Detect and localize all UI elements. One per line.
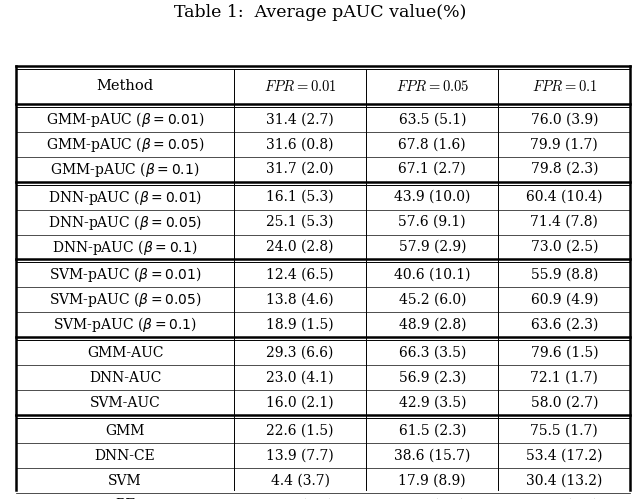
Text: 40.6 (10.1): 40.6 (10.1) bbox=[394, 268, 470, 282]
Text: 79.8 (2.3): 79.8 (2.3) bbox=[531, 162, 598, 176]
Text: 61.5 (2.3): 61.5 (2.3) bbox=[399, 424, 466, 438]
Text: 25.1 (5.3): 25.1 (5.3) bbox=[266, 215, 334, 229]
Text: 67.8 (1.6): 67.8 (1.6) bbox=[399, 137, 466, 151]
Text: 16.1 (5.3): 16.1 (5.3) bbox=[266, 190, 334, 204]
Text: 29.3 (6.6): 29.3 (6.6) bbox=[266, 346, 334, 360]
Text: 24.0 (2.8): 24.0 (2.8) bbox=[266, 240, 334, 254]
Text: GMM: GMM bbox=[106, 424, 145, 438]
Text: 57.6 (9.1): 57.6 (9.1) bbox=[399, 215, 466, 229]
Text: 48.9 (2.8): 48.9 (2.8) bbox=[399, 318, 466, 332]
Text: DNN-pAUC ($\beta = 0.05$): DNN-pAUC ($\beta = 0.05$) bbox=[48, 213, 202, 232]
Text: 12.4 (6.5): 12.4 (6.5) bbox=[266, 268, 334, 282]
Text: 30.4 (13.2): 30.4 (13.2) bbox=[526, 474, 602, 488]
Text: 55.9 (8.8): 55.9 (8.8) bbox=[531, 268, 598, 282]
Text: 60.9 (4.9): 60.9 (4.9) bbox=[531, 293, 598, 307]
Text: 63.5 (5.1): 63.5 (5.1) bbox=[399, 112, 466, 126]
Text: 31.4 (2.7): 31.4 (2.7) bbox=[266, 112, 334, 126]
Text: 57.9 (2.9): 57.9 (2.9) bbox=[399, 240, 466, 254]
Text: 18.9 (1.5): 18.9 (1.5) bbox=[266, 318, 334, 332]
Text: Method: Method bbox=[97, 79, 154, 93]
Text: DNN-pAUC ($\beta = 0.01$): DNN-pAUC ($\beta = 0.01$) bbox=[48, 188, 202, 207]
Text: 22.6 (1.5): 22.6 (1.5) bbox=[266, 424, 334, 438]
Text: 23.0 (4.1): 23.0 (4.1) bbox=[266, 371, 334, 385]
Text: 79.9 (1.7): 79.9 (1.7) bbox=[531, 137, 598, 151]
Text: 66.3 (3.5): 66.3 (3.5) bbox=[399, 346, 466, 360]
Text: SVM-AUC: SVM-AUC bbox=[90, 396, 161, 410]
Text: 75.5 (1.7): 75.5 (1.7) bbox=[531, 424, 598, 438]
Text: $FPR = 0.1$: $FPR = 0.1$ bbox=[531, 79, 597, 94]
Text: 13.8 (4.6): 13.8 (4.6) bbox=[266, 293, 334, 307]
Text: 13.9 (7.7): 13.9 (7.7) bbox=[266, 449, 334, 463]
Text: GMM-pAUC ($\beta = 0.05$): GMM-pAUC ($\beta = 0.05$) bbox=[46, 135, 204, 154]
Text: 71.4 (7.8): 71.4 (7.8) bbox=[531, 215, 598, 229]
Text: 53.4 (17.2): 53.4 (17.2) bbox=[526, 449, 603, 463]
Text: 56.9 (2.3): 56.9 (2.3) bbox=[399, 371, 466, 385]
Text: $FPR = 0.01$: $FPR = 0.01$ bbox=[264, 79, 337, 94]
Text: 31.7 (2.0): 31.7 (2.0) bbox=[266, 162, 334, 176]
Text: GMM-pAUC ($\beta = 0.1$): GMM-pAUC ($\beta = 0.1$) bbox=[51, 160, 200, 179]
Text: SVM: SVM bbox=[108, 474, 142, 488]
Text: DNN-pAUC ($\beta = 0.1$): DNN-pAUC ($\beta = 0.1$) bbox=[52, 238, 198, 256]
Text: 63.6 (2.3): 63.6 (2.3) bbox=[531, 318, 598, 332]
Text: 73.0 (2.5): 73.0 (2.5) bbox=[531, 240, 598, 254]
Text: 79.6 (1.5): 79.6 (1.5) bbox=[531, 346, 598, 360]
Text: DNN-CE: DNN-CE bbox=[95, 449, 156, 463]
Text: 43.9 (10.0): 43.9 (10.0) bbox=[394, 190, 470, 204]
Text: 42.9 (3.5): 42.9 (3.5) bbox=[399, 396, 466, 410]
Text: 76.0 (3.9): 76.0 (3.9) bbox=[531, 112, 598, 126]
Text: GMM-pAUC ($\beta = 0.01$): GMM-pAUC ($\beta = 0.01$) bbox=[46, 110, 204, 129]
Text: $FPR = 0.05$: $FPR = 0.05$ bbox=[396, 79, 469, 94]
Text: 4.4 (3.7): 4.4 (3.7) bbox=[271, 474, 330, 488]
Text: GMM-AUC: GMM-AUC bbox=[87, 346, 163, 360]
Text: 45.2 (6.0): 45.2 (6.0) bbox=[399, 293, 466, 307]
Text: SVM-pAUC ($\beta = 0.01$): SVM-pAUC ($\beta = 0.01$) bbox=[49, 265, 202, 284]
Text: 31.6 (0.8): 31.6 (0.8) bbox=[266, 137, 334, 151]
Text: 72.1 (1.7): 72.1 (1.7) bbox=[531, 371, 598, 385]
Text: 67.1 (2.7): 67.1 (2.7) bbox=[398, 162, 466, 176]
Text: SVM-pAUC ($\beta = 0.05$): SVM-pAUC ($\beta = 0.05$) bbox=[49, 290, 202, 309]
Text: 38.6 (15.7): 38.6 (15.7) bbox=[394, 449, 470, 463]
Text: 17.9 (8.9): 17.9 (8.9) bbox=[399, 474, 466, 488]
Text: 60.4 (10.4): 60.4 (10.4) bbox=[526, 190, 603, 204]
Text: Table 1:  Average pAUC value(%): Table 1: Average pAUC value(%) bbox=[174, 4, 466, 21]
Text: DNN-AUC: DNN-AUC bbox=[89, 371, 161, 385]
Text: 16.0 (2.1): 16.0 (2.1) bbox=[266, 396, 334, 410]
Text: SVM-pAUC ($\beta = 0.1$): SVM-pAUC ($\beta = 0.1$) bbox=[53, 315, 197, 334]
Text: 58.0 (2.7): 58.0 (2.7) bbox=[531, 396, 598, 410]
